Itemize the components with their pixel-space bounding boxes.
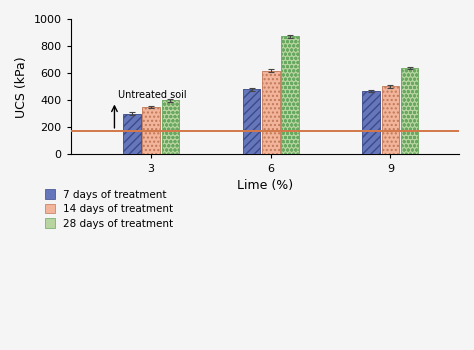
X-axis label: Lime (%): Lime (%) (237, 179, 293, 192)
Bar (363, 91, 380, 154)
Legend: 7 days of treatment, 14 days of treatment, 28 days of treatment: 7 days of treatment, 14 days of treatmen… (45, 189, 173, 229)
Bar (162, 100, 179, 154)
Bar (281, 36, 299, 154)
Bar (123, 114, 141, 154)
Bar (401, 68, 419, 154)
Bar (382, 86, 399, 154)
Bar (243, 90, 260, 154)
Bar (142, 107, 160, 154)
Bar (262, 71, 280, 154)
Y-axis label: UCS (kPa): UCS (kPa) (15, 56, 28, 118)
Text: Untreated soil: Untreated soil (118, 90, 187, 100)
